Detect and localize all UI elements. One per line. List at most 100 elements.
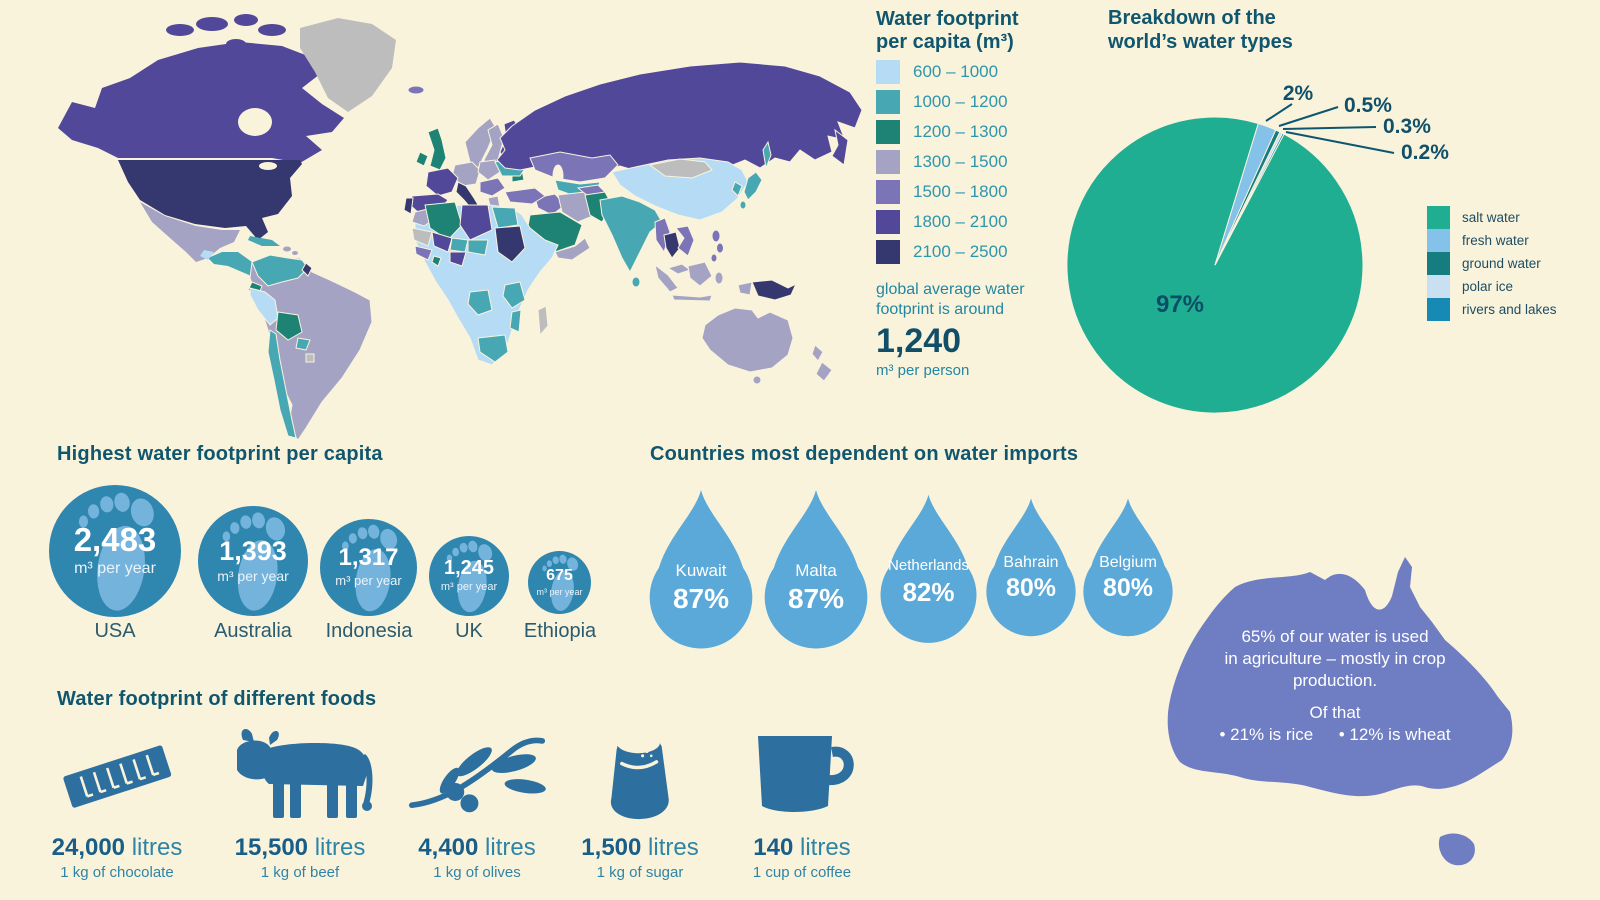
callout-fresh-water: 2% (1283, 82, 1314, 105)
food-caption: 1 kg of chocolate (60, 864, 174, 881)
bin-swatch (876, 150, 900, 174)
pie-legend-label: polar ice (1462, 279, 1514, 294)
pie-legend-label: fresh water (1462, 233, 1529, 248)
footprint-circle-usa: 2,483 m³ per year (49, 485, 181, 617)
food-caption: 1 kg of beef (260, 864, 340, 881)
global-average-value: 1,240 (876, 322, 962, 360)
pie-legend-row: ground water (1427, 252, 1557, 275)
foods-heading: Water footprint of different foods (57, 688, 377, 710)
pie-legend-label: salt water (1462, 210, 1520, 225)
map-egypt (491, 206, 519, 229)
global-average-note: global average water footprint is around (876, 281, 1025, 318)
callout-rivers-lakes: 0.2% (1401, 141, 1449, 164)
callout-polar-ice: 0.3% (1383, 115, 1431, 138)
map-australia-small (701, 307, 794, 373)
global-average-unit: m³ per person (876, 362, 970, 379)
pie-swatch (1427, 275, 1450, 298)
bin-swatch (876, 180, 900, 204)
map-north-america (58, 14, 396, 278)
chocolate-bar-icon (63, 745, 172, 808)
pie-swatch (1427, 298, 1450, 321)
drop-percent: 87% (787, 582, 845, 614)
bin-label: 600 – 1000 (913, 62, 999, 81)
map-greenland (300, 18, 396, 112)
footprint-circle-uk: 1,245 m³ per year (429, 536, 509, 616)
drop-netherlands: Netherlands 82% (878, 490, 979, 647)
legend-bin-row: 1800 – 2100 (876, 210, 1126, 234)
sugar-bag-icon (610, 732, 669, 820)
bin-swatch (876, 90, 900, 114)
food-caption: 1 cup of coffee (752, 864, 852, 881)
legend-bin-row: 1300 – 1500 (876, 150, 1126, 174)
water-drop-icon (1083, 498, 1173, 637)
drop-percent: 87% (672, 582, 730, 614)
pie-center-label: 97% (1156, 291, 1204, 318)
legend-bin-row: 1200 – 1300 (876, 120, 1126, 144)
bin-swatch (876, 240, 900, 264)
map-libya (459, 204, 493, 241)
food-item-coffee: 140 litres 1 cup of coffee (702, 722, 902, 881)
footprint-country: UK (455, 620, 483, 642)
food-unit: litres (125, 834, 183, 861)
map-papua-new-guinea (751, 279, 798, 301)
bin-swatch (876, 120, 900, 144)
map-africa (411, 201, 559, 366)
australia-silhouette (1167, 557, 1513, 797)
coffee-mug-icon (758, 736, 854, 812)
map-asia (496, 61, 863, 302)
drop-country: Kuwait (675, 561, 727, 580)
drop-kuwait: Kuwait 87% (647, 486, 755, 652)
svg-text:Of that: Of that (1309, 703, 1360, 722)
food-unit: litres (641, 834, 699, 861)
drop-malta: Malta 87% (762, 486, 870, 652)
callout-ground-water: 0.5% (1344, 94, 1392, 117)
svg-text:in agriculture – mostly in cro: in agriculture – mostly in crop (1224, 649, 1445, 668)
footprint-country: Ethiopia (523, 620, 597, 642)
footprint-value: 675 (546, 566, 573, 584)
food-caption: 1 kg of sugar (596, 864, 684, 881)
drop-country: Netherlands (888, 557, 969, 574)
bin-label: 1800 – 2100 (913, 212, 1008, 231)
food-value: 140 (753, 834, 794, 861)
tasmania-silhouette (1438, 833, 1475, 866)
food-item-beef: 15,500 litres 1 kg of beef (200, 722, 400, 881)
australia-map-annotation: 65% of our water is used in agriculture … (1167, 557, 1513, 866)
drop-percent: 80% (1005, 573, 1057, 602)
footprint-unit: m³ per year (335, 573, 402, 589)
footprint-circle-ethiopia: 675 m³ per year (528, 551, 591, 614)
footprint-circle-australia: 1,393 m³ per year (198, 506, 308, 616)
map-india (599, 195, 663, 274)
food-unit: litres (308, 834, 366, 861)
food-item-chocolate: 24,000 litres 1 kg of chocolate (17, 722, 217, 881)
water-drop-icon (986, 498, 1076, 637)
pie-legend-row: fresh water (1427, 229, 1557, 252)
drop-bahrain: Bahrain 80% (984, 492, 1078, 642)
food-item-sugar: 1,500 litres 1 kg of sugar (540, 722, 740, 881)
map-mongolia (648, 158, 713, 179)
footprint-unit: m³ per year (536, 586, 583, 597)
drop-country: Malta (795, 561, 837, 580)
pie-swatch (1427, 206, 1450, 229)
map-usa (118, 160, 302, 240)
australia-fact-text: 65% of our water is used in agriculture … (1219, 627, 1450, 744)
food-item-olives: 4,400 litres 1 kg of olives (377, 722, 577, 881)
footprints-heading: Highest water footprint per capita (57, 443, 383, 465)
drop-percent: 80% (1102, 573, 1154, 602)
food-value: 4,400 (418, 834, 479, 861)
map-sudan (494, 225, 526, 263)
pie-callout-lines (1265, 103, 1395, 154)
pie-legend-label: rivers and lakes (1462, 302, 1557, 317)
map-legend: Water footprint per capita (m³) 600 – 10… (876, 8, 1126, 379)
pie-legend-label: ground water (1462, 256, 1541, 271)
map-south-africa (477, 334, 509, 363)
pie-slice-fresh-water (1214, 122, 1277, 266)
pie-slice-salt-water (1066, 116, 1364, 414)
food-unit: litres (478, 834, 536, 861)
bin-swatch (876, 60, 900, 84)
footprint-country: Australia (214, 620, 292, 642)
pie-title: Breakdown of the world’s water types (1108, 7, 1293, 53)
food-value: 1,500 (581, 834, 642, 861)
footprint-value: 1,393 (219, 535, 287, 566)
pie-legend: salt water fresh water ground water pola… (1427, 206, 1557, 321)
world-choropleth-map (58, 14, 863, 440)
